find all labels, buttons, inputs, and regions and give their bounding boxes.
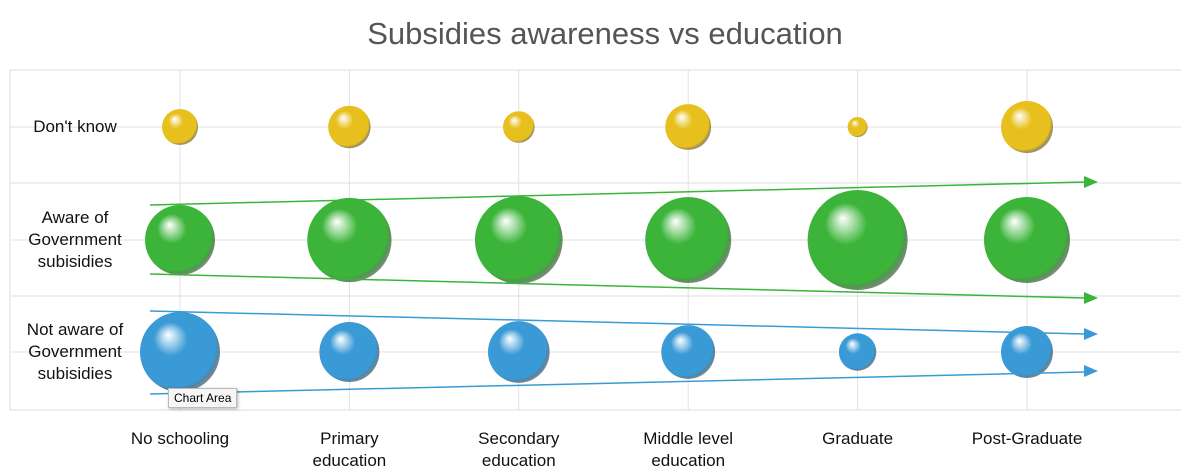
- bubble: [665, 104, 712, 150]
- bubble: [983, 196, 1071, 284]
- bubble: [145, 205, 215, 275]
- x-tick-label: No schooling: [130, 429, 230, 448]
- x-tick-label: Post-Graduate: [971, 429, 1083, 448]
- bubble: [807, 190, 908, 290]
- bubble: [307, 197, 392, 283]
- x-tick-label: Secondary education: [478, 429, 560, 470]
- bubble: [328, 105, 371, 149]
- bubble: [487, 321, 550, 383]
- bubble: [838, 333, 877, 371]
- bubble: [474, 196, 563, 284]
- x-tick-label: Graduate: [822, 429, 894, 448]
- bubble: [1001, 101, 1053, 153]
- tooltip: Chart Area: [168, 388, 238, 408]
- bubble: [319, 322, 380, 382]
- y-tick-label: Don't know: [33, 117, 117, 136]
- trend-arrows: [149, 176, 1098, 395]
- bubble: [661, 325, 716, 379]
- bubble: [1001, 326, 1053, 378]
- bubble: [847, 117, 868, 137]
- bubble: [140, 312, 220, 392]
- x-tick-label: Primary education: [312, 429, 387, 470]
- bubble: [645, 196, 732, 284]
- chart-title: Subsidies awareness vs education: [367, 16, 843, 51]
- y-tick-label: Aware of Government subisidies: [28, 208, 122, 271]
- bubble: [161, 108, 199, 146]
- y-tick-label: Not aware of Government subisidies: [26, 320, 124, 383]
- bubble: [502, 111, 535, 143]
- x-tick-label: Middle level education: [643, 429, 734, 470]
